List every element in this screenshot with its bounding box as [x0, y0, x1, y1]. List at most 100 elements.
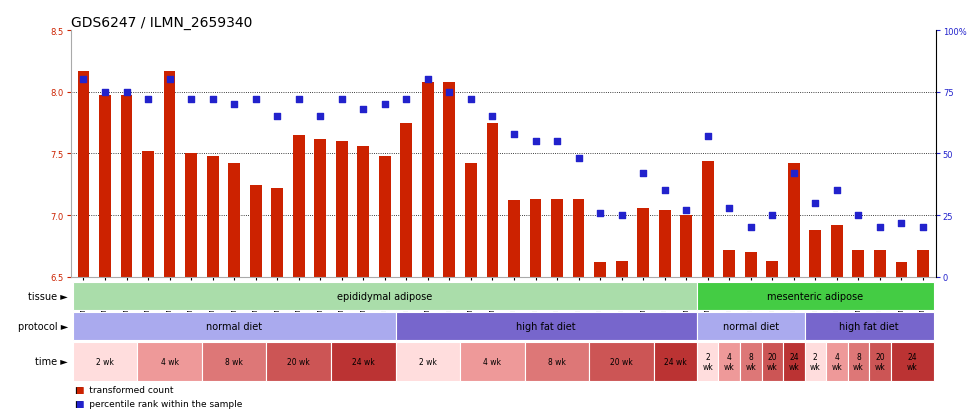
Bar [853, 250, 864, 277]
Bar [745, 252, 757, 277]
Text: mesenteric adipose: mesenteric adipose [767, 291, 863, 301]
FancyBboxPatch shape [805, 342, 826, 381]
Text: 20
wk: 20 wk [767, 352, 778, 371]
Point [377, 102, 393, 108]
Text: 24 wk: 24 wk [664, 357, 687, 366]
Text: normal diet: normal diet [206, 321, 263, 331]
Text: high fat diet: high fat diet [516, 321, 576, 331]
Bar [594, 262, 606, 277]
Text: 4 wk: 4 wk [161, 357, 178, 366]
Bar [77, 71, 89, 277]
Bar [637, 208, 649, 277]
Bar [99, 96, 111, 277]
Bar [336, 142, 348, 277]
Point [399, 97, 415, 103]
Bar [896, 262, 907, 277]
Bar [401, 123, 413, 277]
FancyBboxPatch shape [848, 342, 869, 381]
Text: 24
wk: 24 wk [906, 352, 917, 371]
Text: 20 wk: 20 wk [611, 357, 633, 366]
Point [248, 97, 264, 103]
Point [162, 77, 177, 83]
Bar [207, 157, 219, 277]
Text: 8
wk: 8 wk [853, 352, 863, 371]
Point [506, 131, 521, 138]
Bar [466, 164, 477, 277]
Bar [422, 83, 434, 277]
FancyBboxPatch shape [524, 342, 589, 381]
Point [356, 107, 371, 113]
FancyBboxPatch shape [202, 342, 267, 381]
Bar [723, 250, 735, 277]
FancyBboxPatch shape [396, 342, 461, 381]
Text: ■: ■ [75, 385, 84, 394]
FancyBboxPatch shape [697, 342, 718, 381]
FancyBboxPatch shape [73, 342, 137, 381]
Text: 2
wk: 2 wk [810, 352, 820, 371]
Point [464, 97, 479, 103]
FancyBboxPatch shape [461, 342, 524, 381]
Bar [271, 188, 283, 277]
FancyBboxPatch shape [73, 282, 697, 310]
Text: 2 wk: 2 wk [96, 357, 114, 366]
Point [894, 220, 909, 226]
Point [915, 225, 931, 231]
Bar [486, 123, 499, 277]
Text: epididymal adipose: epididymal adipose [337, 291, 432, 301]
Point [549, 138, 564, 145]
Bar [444, 83, 456, 277]
Point [97, 89, 113, 96]
Bar [809, 230, 821, 277]
FancyBboxPatch shape [73, 312, 396, 340]
FancyBboxPatch shape [697, 312, 805, 340]
Text: GDS6247 / ILMN_2659340: GDS6247 / ILMN_2659340 [71, 16, 252, 30]
Point [442, 89, 458, 96]
FancyBboxPatch shape [718, 342, 740, 381]
Bar [228, 164, 240, 277]
Point [851, 212, 866, 219]
FancyBboxPatch shape [331, 342, 396, 381]
Bar [185, 154, 197, 277]
Point [657, 188, 672, 194]
FancyBboxPatch shape [826, 342, 848, 381]
FancyBboxPatch shape [697, 282, 934, 310]
Bar [680, 216, 692, 277]
Text: 2 wk: 2 wk [419, 357, 437, 366]
Point [786, 171, 802, 177]
Text: normal diet: normal diet [722, 321, 779, 331]
Text: 24
wk: 24 wk [789, 352, 800, 371]
Text: 8 wk: 8 wk [225, 357, 243, 366]
Point [226, 102, 242, 108]
Point [721, 205, 737, 211]
Text: 4 wk: 4 wk [483, 357, 502, 366]
Point [291, 97, 307, 103]
FancyBboxPatch shape [267, 342, 331, 381]
Point [334, 97, 350, 103]
FancyBboxPatch shape [869, 342, 891, 381]
FancyBboxPatch shape [137, 342, 202, 381]
Point [592, 210, 608, 216]
Point [313, 114, 328, 121]
Text: ■  percentile rank within the sample: ■ percentile rank within the sample [75, 399, 243, 408]
Point [205, 97, 220, 103]
Bar [164, 71, 175, 277]
Point [635, 171, 651, 177]
Point [420, 77, 436, 83]
Point [808, 200, 823, 206]
FancyBboxPatch shape [654, 342, 697, 381]
Text: 24 wk: 24 wk [352, 357, 374, 366]
Bar [551, 199, 563, 277]
Text: 4
wk: 4 wk [724, 352, 735, 371]
Text: high fat diet: high fat diet [839, 321, 899, 331]
Text: 20 wk: 20 wk [287, 357, 310, 366]
Point [829, 188, 845, 194]
FancyBboxPatch shape [740, 342, 761, 381]
Point [678, 207, 694, 214]
Bar [250, 186, 262, 277]
Text: tissue ►: tissue ► [28, 291, 68, 301]
Point [743, 225, 759, 231]
Point [485, 114, 501, 121]
Point [183, 97, 199, 103]
Point [613, 212, 629, 219]
Text: 20
wk: 20 wk [874, 352, 885, 371]
